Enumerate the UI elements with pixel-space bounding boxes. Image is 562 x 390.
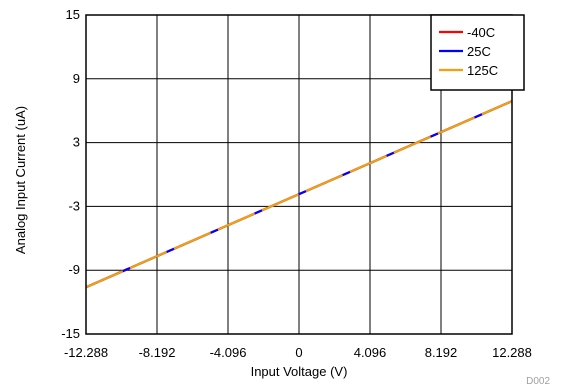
x-tick-label: 0 — [295, 345, 302, 360]
plot-frame — [85, 14, 513, 335]
y-tick-label: 9 — [73, 71, 80, 86]
y-axis-title: Analog Input Current (uA) — [13, 106, 28, 254]
series-layer — [85, 100, 513, 289]
legend-label: 25C — [467, 44, 491, 59]
legend-label: -40C — [467, 25, 495, 40]
y-tick-label: -9 — [68, 262, 80, 277]
x-tick-labels: -12.288 -8.192 -4.096 0 4.096 8.192 12.288 — [64, 345, 532, 360]
x-tick-label: -4.096 — [210, 345, 247, 360]
legend-box — [430, 14, 525, 91]
figure-code: D002 — [526, 376, 550, 387]
x-axis-title: Input Voltage (V) — [251, 364, 348, 379]
y-tick-label: -15 — [61, 326, 80, 341]
x-tick-label: -12.288 — [64, 345, 108, 360]
series-line-3 — [85, 100, 513, 289]
x-tick-label: 8.192 — [425, 345, 458, 360]
x-tick-label: 12.288 — [492, 345, 532, 360]
y-tick-label: -3 — [68, 198, 80, 213]
y-tick-label: 3 — [73, 135, 80, 150]
x-tick-label: -8.192 — [139, 345, 176, 360]
x-tick-label: 4.096 — [354, 345, 387, 360]
legend-label: 125C — [467, 63, 498, 78]
y-tick-label: 15 — [66, 7, 80, 22]
legend: -40C 25C 125C — [430, 14, 525, 91]
y-tick-labels: 15 9 3 -3 -9 -15 — [61, 7, 80, 341]
